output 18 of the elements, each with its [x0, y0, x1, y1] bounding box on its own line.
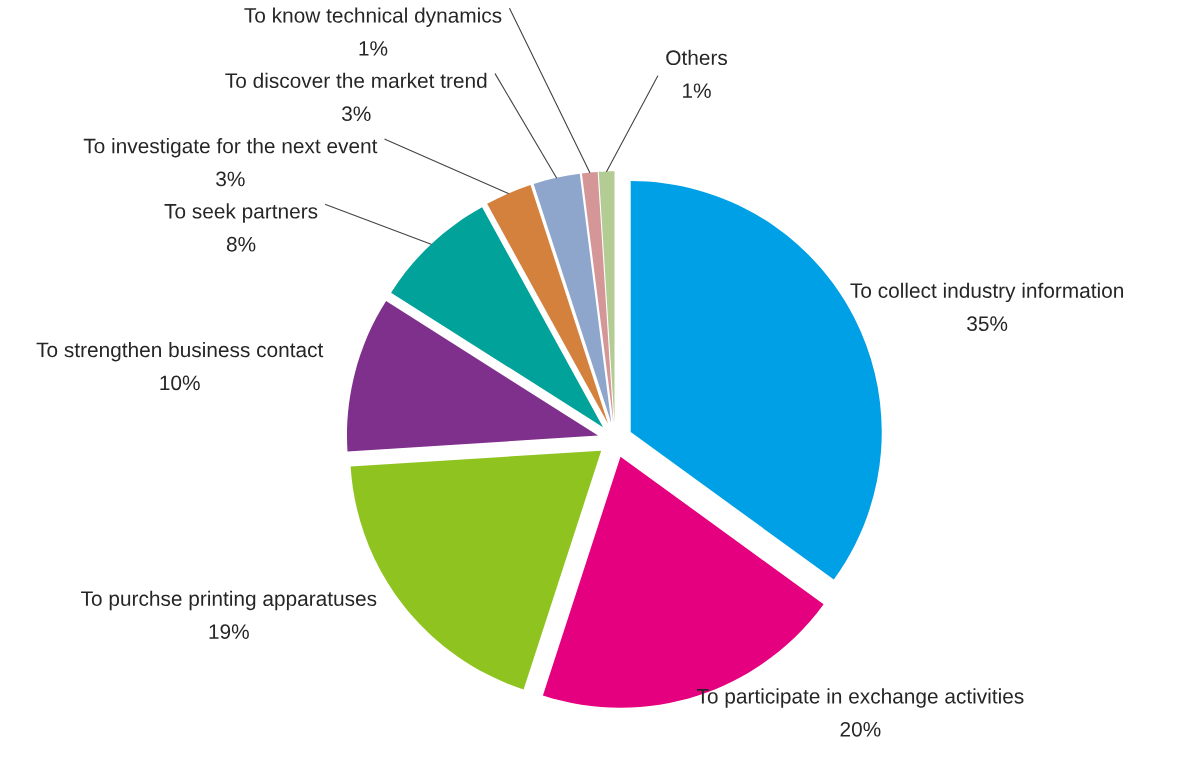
slice-label: To collect industry information: [850, 282, 1123, 303]
slice-label: To know technical dynamics: [244, 7, 502, 27]
data-label: 3%: [342, 106, 371, 122]
slice-label: To discover the market trend: [225, 72, 487, 89]
slice-label: To strengthen business contact: [36, 341, 324, 362]
data-label: 35%: [967, 316, 1008, 332]
data-label: 1%: [683, 83, 711, 98]
slice-label: Others: [666, 49, 728, 66]
data-label: 20%: [840, 721, 881, 737]
data-label: 1%: [359, 41, 388, 56]
data-label: 8%: [226, 236, 256, 252]
data-label: 19%: [209, 624, 249, 640]
slice-label: To participate in exchange activities: [696, 688, 1024, 708]
slice-label: To seek partners: [164, 203, 318, 223]
data-label: 3%: [216, 171, 245, 187]
data-label: 10%: [160, 375, 200, 391]
slice-label: To purchse printing apparatuses: [81, 590, 377, 611]
slice-label: To investigate for the next event: [83, 138, 378, 158]
